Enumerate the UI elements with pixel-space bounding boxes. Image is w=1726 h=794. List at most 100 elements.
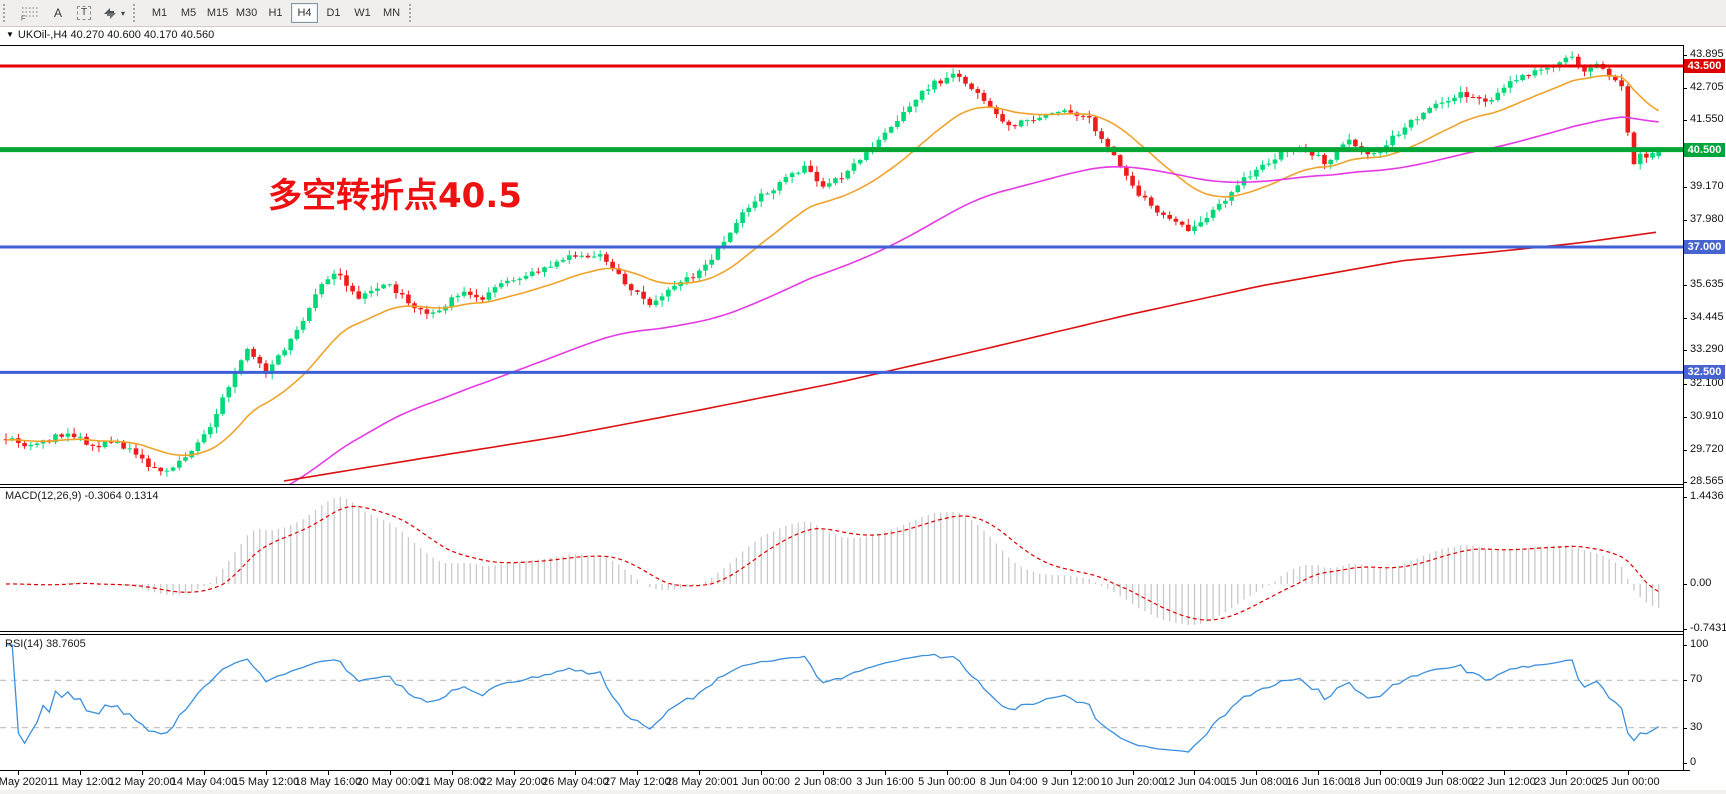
macd-scale-tick — [1683, 628, 1687, 630]
rsi-scale-tick — [1683, 727, 1687, 729]
toolbar-grip[interactable] — [133, 4, 140, 22]
price-tick — [1683, 383, 1687, 385]
time-label: 16 Jun 16:00 — [1286, 776, 1351, 788]
toolbar-grip[interactable] — [409, 4, 416, 22]
timeframe-button-H1[interactable]: H1 — [262, 3, 289, 23]
macd-scale-tick — [1683, 584, 1687, 585]
time-tick — [761, 770, 763, 775]
time-label: 8 Jun 04:00 — [980, 776, 1038, 788]
price-label: 33.290 — [1690, 343, 1724, 356]
rsi-indicator-panel[interactable] — [0, 635, 1683, 770]
symbol-ohlc-text: UKOil-,H4 40.270 40.600 40.170 40.560 — [17, 29, 215, 41]
price-label: 42.705 — [1690, 81, 1724, 94]
time-tick — [1132, 770, 1134, 775]
time-tick — [1442, 770, 1444, 775]
time-tick — [18, 770, 20, 775]
time-tick — [1627, 770, 1629, 775]
fibonacci-tool-button[interactable]: F — [15, 2, 45, 24]
text-tool-button[interactable]: T — [71, 2, 97, 24]
arrows-tool-button[interactable]: ▾ — [97, 2, 130, 24]
price-tick — [1683, 318, 1687, 320]
one-click-trading-arrow-icon[interactable]: ▼ — [6, 30, 14, 39]
time-label: 1 Jun 00:00 — [732, 776, 790, 788]
time-label: 22 Jun 12:00 — [1472, 776, 1536, 788]
price-tick — [1683, 219, 1687, 221]
time-label: 12 May 20:00 — [108, 776, 176, 788]
panel-separator[interactable] — [0, 631, 1683, 635]
time-label: 18 May 16:00 — [294, 776, 362, 788]
time-label: 8 May 2020 — [0, 776, 48, 788]
time-tick — [637, 770, 639, 775]
timeframe-button-M15[interactable]: M15 — [204, 3, 231, 23]
time-label: 15 Jun 08:00 — [1224, 776, 1289, 788]
time-label: 11 May 12:00 — [47, 776, 114, 788]
macd-scale-label: 0.00 — [1690, 577, 1712, 589]
main-price-chart[interactable] — [0, 45, 1683, 484]
chart-frame-top — [0, 45, 1683, 46]
timeframe-button-H4[interactable]: H4 — [291, 3, 319, 23]
rsi-scale-tick — [1683, 645, 1687, 646]
text-label-tool-button[interactable]: A — [45, 2, 71, 24]
timeframe-button-D1[interactable]: D1 — [320, 3, 347, 23]
time-tick — [513, 770, 515, 775]
time-label: 22 May 20:00 — [480, 776, 547, 788]
svg-text:F: F — [21, 16, 25, 22]
price-label: 28.565 — [1690, 474, 1724, 487]
time-tick — [884, 770, 886, 775]
price-tick — [1683, 350, 1687, 352]
price-label: 29.720 — [1690, 442, 1724, 455]
time-tick — [699, 770, 701, 775]
timeframe-group: M1 M5 M15 M30 H1 H4 D1 W1 MN — [145, 3, 406, 23]
price-label: 41.550 — [1690, 113, 1724, 126]
time-tick — [204, 770, 206, 775]
price-label: 43.895 — [1690, 48, 1724, 60]
price-tick — [1683, 120, 1687, 122]
price-tick — [1683, 285, 1687, 287]
timeframe-button-M1[interactable]: M1 — [146, 3, 173, 23]
timeframe-button-M5[interactable]: M5 — [175, 3, 202, 23]
price-tick — [1683, 55, 1687, 56]
time-label: 14 May 04:00 — [170, 776, 238, 788]
time-tick — [327, 770, 329, 775]
time-label: 27 May 12:00 — [604, 776, 671, 788]
time-label: 12 Jun 04:00 — [1162, 776, 1227, 788]
text-tool-icon: T — [76, 6, 92, 20]
macd-scale-tick — [1683, 497, 1687, 498]
price-label: 35.635 — [1690, 278, 1724, 291]
toolbar-grip[interactable] — [3, 4, 10, 22]
time-tick — [142, 770, 144, 775]
rsi-label: RSI(14) 38.7605 — [5, 638, 86, 650]
macd-scale-label: 1.4436 — [1690, 490, 1724, 502]
time-tick — [451, 770, 453, 775]
price-axis[interactable]: 43.89542.70541.55040.36039.17037.98036.8… — [1683, 45, 1726, 770]
chart-text-annotation[interactable]: 多空转折点40.5 — [268, 176, 522, 216]
time-label: 10 Jun 20:00 — [1100, 776, 1165, 788]
time-tick — [1503, 770, 1505, 775]
time-label: 28 May 20:00 — [665, 776, 733, 788]
time-tick — [823, 770, 825, 775]
macd-indicator-panel[interactable] — [0, 488, 1683, 631]
time-label: 5 Jun 00:00 — [918, 776, 976, 788]
time-label: 3 Jun 16:00 — [856, 776, 914, 788]
window-bottom-edge — [0, 790, 1726, 794]
time-label: 21 May 08:00 — [418, 776, 485, 788]
time-tick — [1318, 770, 1320, 775]
timeframe-button-M30[interactable]: M30 — [233, 3, 260, 23]
arrows-icon — [104, 8, 116, 19]
price-tick — [1683, 186, 1687, 188]
time-label: 20 May 00:00 — [356, 776, 424, 788]
time-tick — [946, 770, 948, 775]
time-label: 23 Jun 20:00 — [1534, 776, 1598, 788]
timeframe-button-MN[interactable]: MN — [378, 3, 405, 23]
price-label: 39.170 — [1690, 179, 1724, 192]
rsi-scale-label: 30 — [1690, 720, 1703, 733]
time-label: 18 Jun 00:00 — [1348, 776, 1412, 788]
timeframe-button-W1[interactable]: W1 — [349, 3, 376, 23]
time-tick — [1256, 770, 1258, 775]
time-label: 19 Jun 08:00 — [1410, 776, 1474, 788]
panel-separator[interactable] — [0, 484, 1683, 488]
time-label: 25 Jun 00:00 — [1595, 776, 1660, 788]
time-axis-line — [0, 770, 1690, 771]
